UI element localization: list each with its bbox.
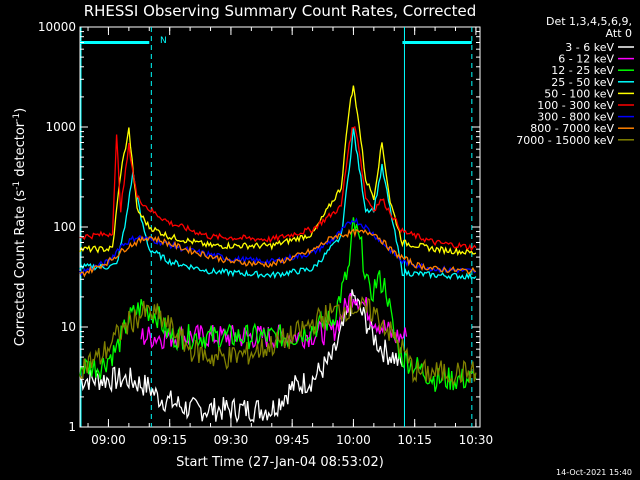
observing-markers (80, 27, 473, 427)
plot-frame (79, 26, 481, 428)
chart-title: RHESSI Observing Summary Count Rates, Co… (84, 2, 477, 20)
y-tick-label: 1 (68, 420, 76, 434)
series-line (79, 126, 477, 252)
series-line (79, 296, 477, 387)
legend-entry-label: 3 - 6 keV (565, 41, 614, 54)
legend-header-line2: Att 0 (606, 27, 632, 40)
series-line (79, 127, 477, 281)
x-tick-label: 09:15 (152, 433, 187, 447)
legend-entry-label: 50 - 100 keV (544, 87, 614, 100)
y-tick-label: 100 (53, 220, 76, 234)
y-tick-label: 1000 (45, 120, 76, 134)
series-line (79, 289, 404, 424)
legend-entry-label: 12 - 25 keV (551, 64, 614, 77)
x-tick-label: 10:30 (459, 433, 494, 447)
axes-layer: 1 10 100 1000 10000 09:00 09:15 09:30 09:45 10:00… (38, 20, 493, 447)
legend-entry-label: 6 - 12 keV (558, 53, 614, 66)
footer-timestamp: 14-Oct-2021 15:40 (556, 468, 632, 477)
x-tick-label: 10:15 (397, 433, 432, 447)
plot-area: 1 10 100 1000 10000 09:00 09:15 09:30 09:45 10:00… (38, 20, 493, 447)
series-layer (79, 85, 477, 424)
x-axis-label: Start Time (27-Jan-04 08:53:02) (176, 455, 384, 470)
series-line (79, 228, 477, 278)
y-axis-label: Corrected Count Rate (s-1 detector-1) (12, 108, 28, 346)
attenuator-marker: N (160, 36, 167, 46)
x-tick-label: 09:45 (275, 433, 310, 447)
legend-header-line1: Det 1,3,4,5,6,9, (546, 15, 632, 28)
legend-entry-label: 300 - 800 keV (537, 111, 614, 124)
x-tick-label: 09:30 (214, 433, 249, 447)
legend-entry-label: 25 - 50 keV (551, 76, 614, 89)
y-tick-label: 10000 (38, 20, 76, 34)
legend-entry-label: 7000 - 15000 keV (516, 134, 614, 147)
x-tick-label: 09:00 (91, 433, 126, 447)
y-tick-label: 10 (61, 320, 76, 334)
legend-entry-label: 800 - 7000 keV (530, 122, 614, 135)
series-line (79, 85, 477, 257)
legend-entry-label: 100 - 300 keV (537, 99, 614, 112)
x-tick-label: 10:00 (336, 433, 371, 447)
series-line (140, 292, 408, 351)
